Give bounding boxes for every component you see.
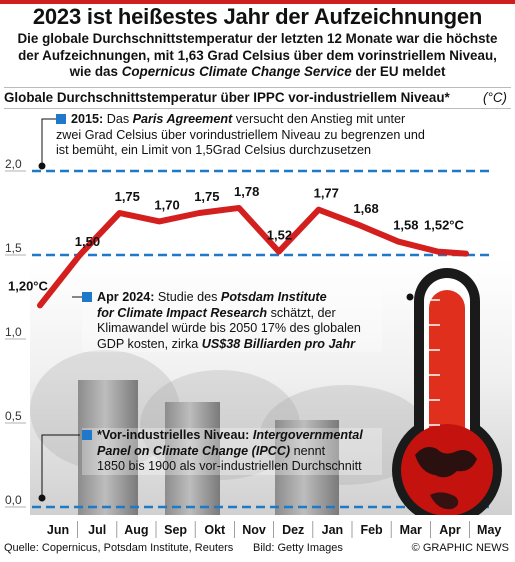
blue-square-icon — [82, 292, 92, 302]
data-label: 1,78 — [234, 184, 259, 199]
leader-dot — [406, 293, 414, 301]
subtitle: Die globale Durchschnittstemperatur der … — [4, 31, 511, 81]
thermometer-illustration — [392, 268, 502, 525]
annotation-leaders — [38, 118, 414, 502]
chimney — [78, 380, 138, 520]
brand-credit: © GRAPHIC NEWS — [411, 542, 509, 554]
top-rule — [0, 0, 515, 4]
subtitle-line-3: wie das Copernicus Climate Change Servic… — [4, 64, 511, 81]
x-tick-label: Dez — [282, 523, 304, 537]
data-point — [37, 303, 43, 308]
data-point — [236, 205, 242, 211]
data-point — [77, 252, 83, 258]
data-point — [396, 239, 401, 244]
annotation-ipcc: *Vor-industrielles Niveau: Intergovernme… — [82, 428, 382, 475]
data-label: 1,70 — [154, 197, 179, 212]
chart-heading-unit: (°C) — [483, 90, 507, 105]
data-point — [316, 207, 321, 212]
point-labels: 1,20°C 1,50 1,75 1,70 1,75 1,78 1,52 1,77 1,68 1,… — [8, 184, 465, 293]
data-label: 1,52°C — [424, 218, 465, 233]
x-tick-label: Jan — [322, 523, 344, 537]
subtitle-line-3-a: wie das — [69, 64, 122, 79]
x-tick-label: Sep — [164, 523, 187, 537]
x-axis-band — [30, 515, 512, 540]
data-point — [276, 249, 281, 254]
blue-square-icon — [56, 114, 66, 124]
page-title: 2023 ist heißestes Jahr der Aufzeichnung… — [32, 4, 483, 29]
y-axis: 2,0 1,5 1,0 0,5 0,0 — [5, 157, 26, 508]
annotation-leader-line — [41, 118, 60, 165]
annotation-apr-2024: Apr 2024: Studie des Potsdam Institute f… — [82, 290, 382, 352]
data-label: 1,75 — [194, 189, 219, 204]
subtitle-line-2: der Aufzeichnungen, mit 1,63 Grad Celsiu… — [18, 47, 497, 63]
x-tick-label: Mar — [400, 523, 422, 537]
leader-dot — [38, 494, 46, 502]
x-tick-label: Okt — [204, 523, 226, 537]
data-point — [197, 210, 202, 216]
earth-continents — [415, 447, 477, 478]
x-tick-label: Apr — [439, 523, 461, 537]
y-tick-label: 1,5 — [5, 241, 22, 255]
earth-continents — [430, 492, 459, 510]
y-tick-label: 0,0 — [5, 493, 22, 507]
x-tick-label: Aug — [124, 523, 148, 537]
data-label: 1,77 — [314, 186, 339, 201]
x-tick-label: Jul — [88, 523, 106, 537]
x-tick-label: Nov — [242, 523, 266, 537]
x-tick-label: Jun — [47, 523, 69, 537]
data-point — [435, 249, 441, 254]
data-point — [356, 222, 361, 227]
data-label: 1,50 — [75, 234, 100, 249]
data-point — [117, 210, 122, 216]
x-tick-label: Feb — [360, 523, 383, 537]
chart-heading: Globale Durchschnittstemperatur über IPP… — [4, 87, 511, 109]
data-label: 1,20°C — [8, 278, 49, 293]
image-credit: Bild: Getty Images — [253, 542, 343, 554]
subtitle-line-3-c: der EU meldet — [351, 64, 446, 79]
data-label: 1,75 — [115, 189, 140, 204]
y-tick-label: 2,0 — [5, 157, 22, 171]
data-label: 1,58 — [393, 218, 418, 233]
annotation-leader-line — [41, 434, 80, 498]
data-label: 1,52 — [267, 228, 292, 243]
x-tick-label: May — [477, 523, 501, 537]
data-point — [157, 219, 162, 224]
subtitle-line-3-b: Copernicus Climate Change Service — [121, 64, 352, 79]
chimney — [165, 402, 220, 520]
data-label: 1,68 — [353, 201, 378, 216]
x-axis: Jun Jul Aug Sep Okt Nov Dez Jan Feb Mar Apr May — [30, 515, 512, 540]
source-credit: Quelle: Copernicus, Potsdam Institute, R… — [4, 542, 234, 554]
blue-square-icon — [82, 430, 92, 440]
chimney — [275, 420, 339, 520]
y-tick-label: 0,5 — [5, 409, 22, 423]
temperature-line — [37, 204, 469, 309]
chart-heading-label: Globale Durchschnittstemperatur über IPP… — [4, 90, 450, 105]
subtitle-line-1: Die globale Durchschnittstemperatur der … — [17, 31, 498, 46]
leader-dot — [38, 162, 46, 170]
temperature-series — [37, 204, 469, 309]
y-tick-label: 1,0 — [5, 325, 22, 339]
annotation-2015: 2015: Das Paris Agreement versucht den A… — [56, 112, 506, 159]
